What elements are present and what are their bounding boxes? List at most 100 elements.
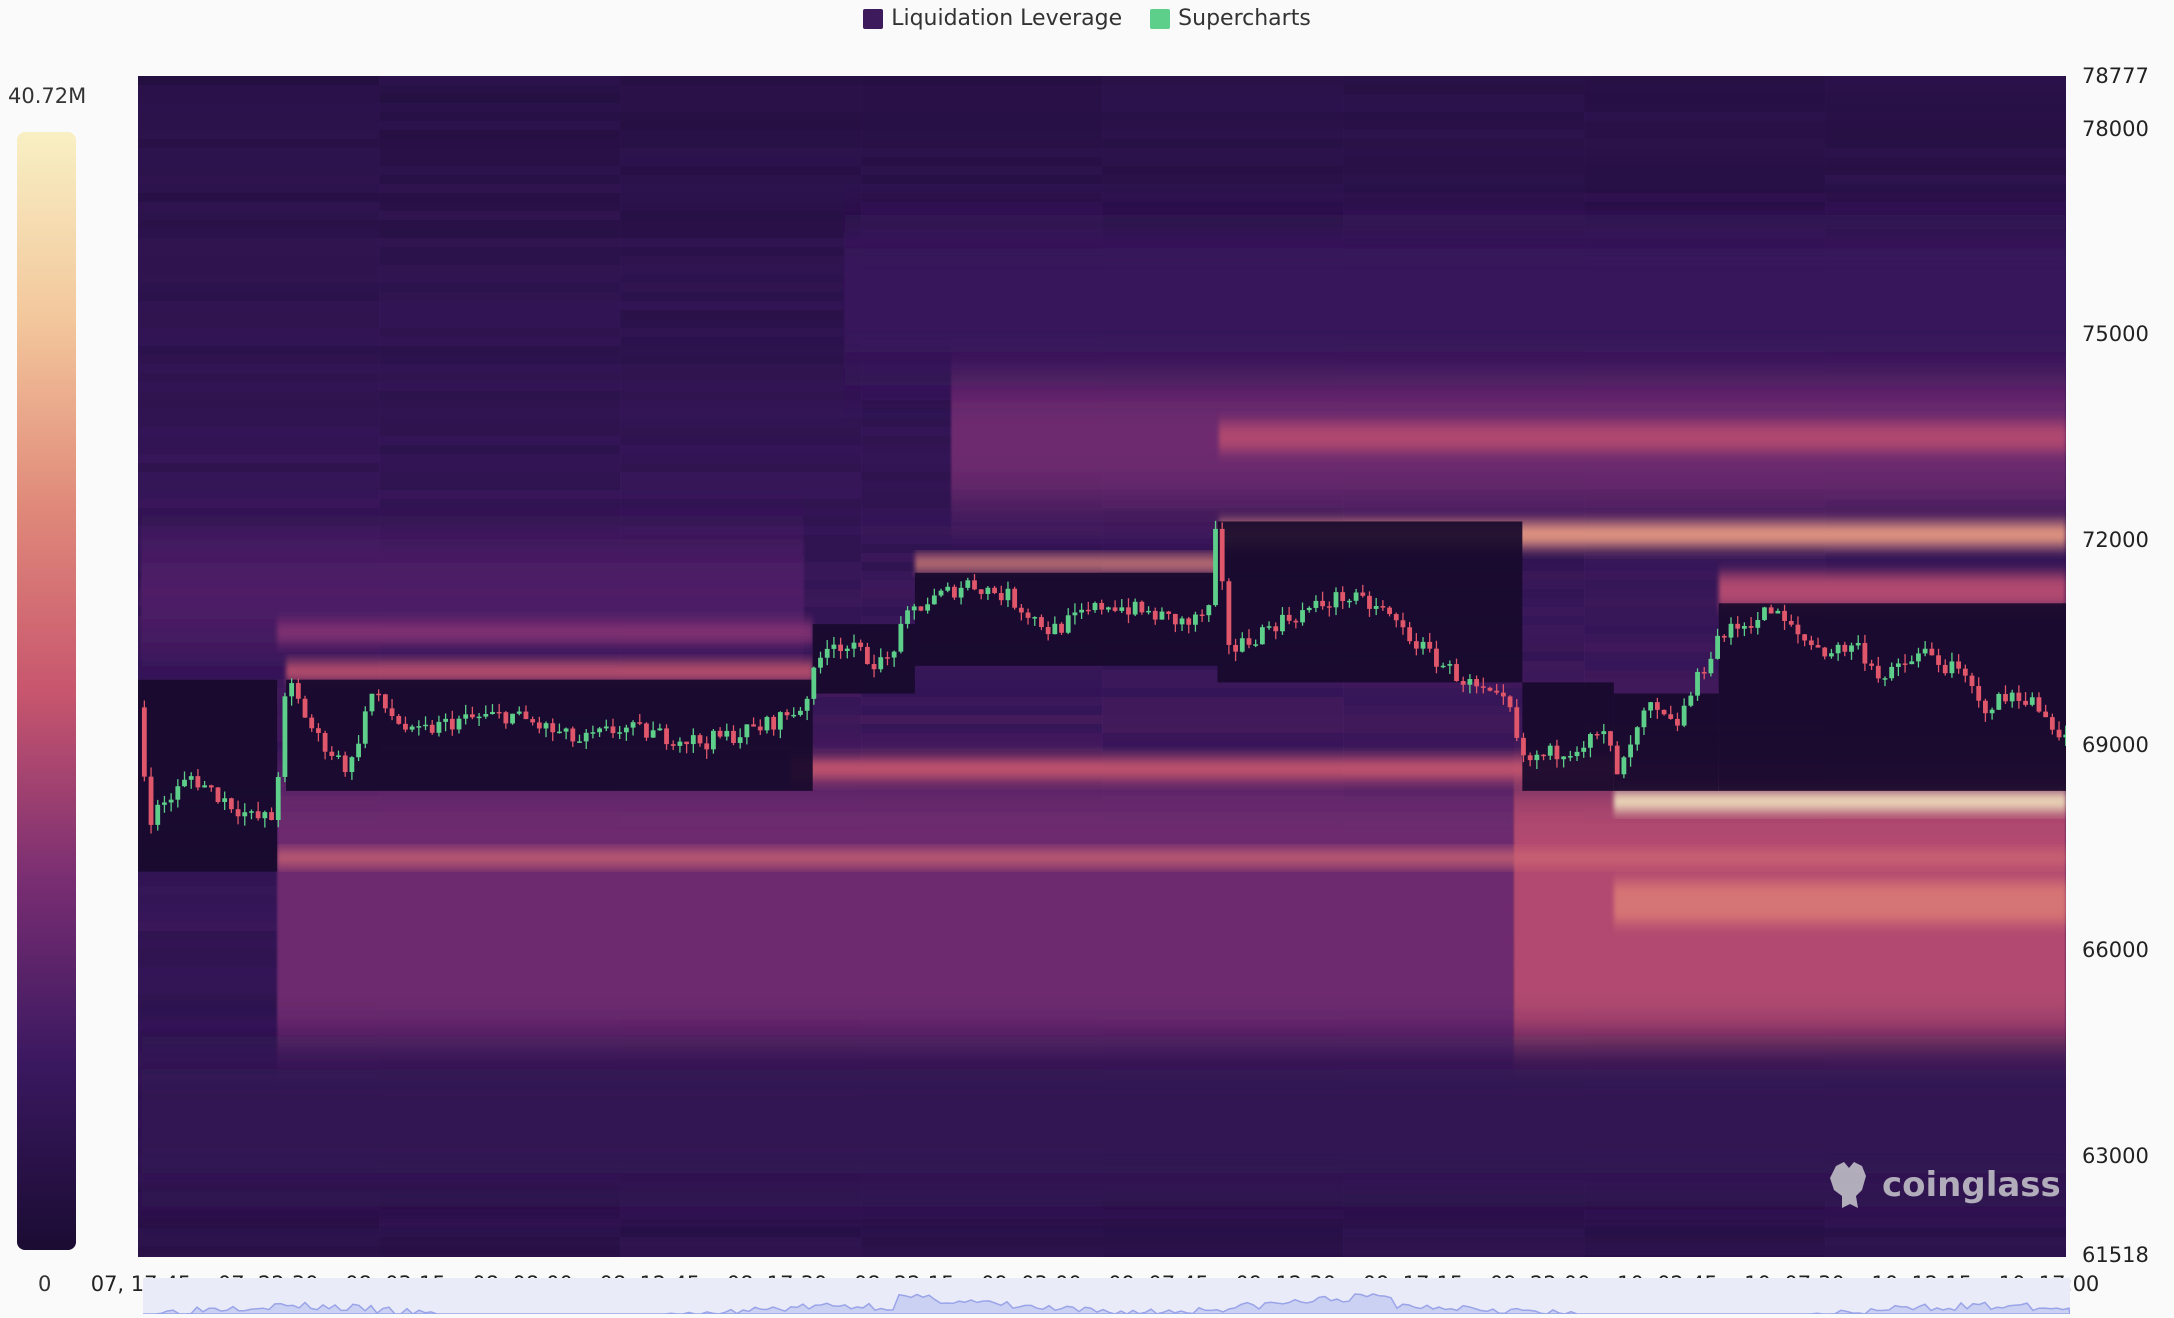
candle[interactable]	[1146, 606, 1151, 615]
candle[interactable]	[1735, 616, 1741, 638]
candle[interactable]	[1132, 598, 1138, 617]
candle[interactable]	[1340, 586, 1346, 609]
candle[interactable]	[1286, 606, 1292, 625]
candle[interactable]	[1193, 611, 1198, 632]
candle[interactable]	[2029, 692, 2035, 707]
candle[interactable]	[597, 727, 602, 737]
candle[interactable]	[965, 577, 971, 591]
candle[interactable]	[1373, 597, 1379, 616]
candle[interactable]	[1634, 726, 1640, 751]
candle[interactable]	[550, 718, 556, 742]
candle[interactable]	[945, 582, 951, 593]
candle[interactable]	[858, 639, 864, 651]
candle[interactable]	[791, 707, 797, 718]
candle[interactable]	[516, 706, 522, 716]
candle[interactable]	[1782, 604, 1787, 630]
candle[interactable]	[570, 726, 576, 747]
candle[interactable]	[235, 800, 241, 825]
candle[interactable]	[650, 721, 656, 738]
candle[interactable]	[409, 724, 415, 733]
candle[interactable]	[195, 769, 201, 791]
candle[interactable]	[182, 771, 187, 788]
candle[interactable]	[751, 717, 756, 727]
candle[interactable]	[838, 637, 843, 659]
candle[interactable]	[1681, 698, 1687, 728]
candle[interactable]	[938, 588, 944, 598]
candle[interactable]	[978, 589, 984, 600]
candle[interactable]	[168, 793, 174, 812]
candle[interactable]	[1407, 621, 1413, 645]
candle[interactable]	[1126, 598, 1131, 624]
candle[interactable]	[1715, 628, 1721, 660]
time-navigator[interactable]	[143, 1278, 2071, 1315]
candle[interactable]	[1521, 732, 1526, 763]
candle[interactable]	[1012, 586, 1018, 610]
candle[interactable]	[931, 588, 937, 605]
candle[interactable]	[1306, 606, 1312, 613]
candle[interactable]	[717, 727, 723, 739]
candle[interactable]	[148, 767, 154, 834]
candle[interactable]	[1688, 691, 1694, 708]
candle[interactable]	[1159, 607, 1165, 620]
candle[interactable]	[356, 735, 361, 762]
candle[interactable]	[1762, 606, 1767, 622]
candle[interactable]	[496, 703, 502, 719]
candle[interactable]	[1842, 641, 1848, 657]
candle[interactable]	[1661, 709, 1667, 716]
candle[interactable]	[1166, 610, 1172, 620]
candle[interactable]	[1039, 614, 1044, 631]
candle[interactable]	[737, 728, 743, 749]
candle[interactable]	[1514, 698, 1520, 742]
liquidation-band[interactable]	[141, 1052, 2066, 1190]
candle[interactable]	[764, 715, 770, 734]
candle[interactable]	[175, 779, 181, 808]
candle[interactable]	[952, 584, 957, 600]
candle[interactable]	[1983, 698, 1988, 722]
colorbar[interactable]	[17, 132, 76, 1250]
candle[interactable]	[476, 713, 482, 726]
candle[interactable]	[1648, 701, 1654, 719]
candle[interactable]	[871, 654, 877, 678]
candle[interactable]	[958, 581, 964, 605]
candle[interactable]	[1032, 616, 1038, 626]
candle[interactable]	[403, 716, 408, 733]
candle[interactable]	[1434, 640, 1439, 674]
candle[interactable]	[1902, 654, 1908, 673]
candle[interactable]	[684, 741, 690, 754]
candle[interactable]	[1347, 598, 1352, 608]
candle[interactable]	[1259, 624, 1265, 645]
candle[interactable]	[1219, 522, 1225, 590]
candle[interactable]	[1367, 591, 1372, 617]
candle[interactable]	[1561, 756, 1567, 768]
candle[interactable]	[1400, 612, 1406, 635]
candle[interactable]	[389, 699, 395, 721]
candle[interactable]	[2036, 692, 2042, 713]
liquidation-band[interactable]	[277, 779, 1514, 1053]
candle[interactable]	[2043, 704, 2049, 718]
liquidation-band[interactable]	[1218, 423, 2066, 451]
candle[interactable]	[1119, 599, 1125, 613]
candle[interactable]	[1849, 642, 1854, 660]
candle[interactable]	[878, 648, 884, 673]
candle[interactable]	[242, 803, 248, 826]
candle[interactable]	[1387, 605, 1392, 617]
candle[interactable]	[1956, 654, 1962, 674]
candle[interactable]	[1922, 641, 1928, 657]
candle[interactable]	[1554, 739, 1560, 768]
candle[interactable]	[1333, 587, 1339, 616]
candle[interactable]	[255, 801, 261, 821]
candle[interactable]	[1835, 642, 1841, 661]
candle[interactable]	[1393, 612, 1399, 628]
candle[interactable]	[1962, 664, 1968, 683]
candle[interactable]	[1360, 584, 1366, 598]
candle[interactable]	[771, 714, 777, 736]
candle[interactable]	[1621, 755, 1627, 779]
candle[interactable]	[1226, 578, 1232, 655]
candle[interactable]	[670, 740, 676, 750]
candle[interactable]	[503, 710, 509, 729]
candle[interactable]	[1507, 695, 1513, 712]
candle[interactable]	[985, 586, 991, 600]
liquidation-band[interactable]	[277, 851, 2066, 865]
candle[interactable]	[1822, 646, 1828, 660]
candle[interactable]	[1855, 635, 1861, 650]
